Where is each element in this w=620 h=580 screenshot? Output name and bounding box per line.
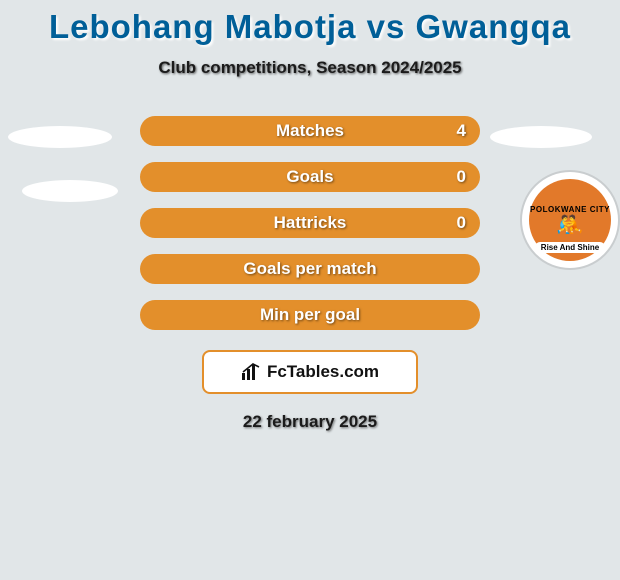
decor-ellipse: [490, 126, 592, 148]
stat-row-goals-per-match: Goals per match: [140, 254, 480, 284]
stat-right-value: 4: [446, 121, 466, 141]
stat-label: Hattricks: [274, 213, 347, 233]
club-badge: POLOKWANE CITY 🤼 Rise And Shine: [520, 170, 620, 270]
stat-label: Goals per match: [243, 259, 376, 279]
page-title: Lebohang Mabotja vs Gwangqa: [0, 0, 620, 46]
decor-ellipse: [22, 180, 118, 202]
stat-row-min-per-goal: Min per goal: [140, 300, 480, 330]
decor-ellipse: [8, 126, 112, 148]
badge-glyph-icon: 🤼: [556, 214, 583, 236]
stat-label: Goals: [286, 167, 333, 187]
stat-label: Min per goal: [260, 305, 360, 325]
stat-row-hattricks: Hattricks 0: [140, 208, 480, 238]
stat-right-value: 0: [446, 167, 466, 187]
club-badge-inner: POLOKWANE CITY 🤼 Rise And Shine: [529, 179, 611, 261]
attribution-text: FcTables.com: [267, 362, 379, 382]
stat-row-matches: Matches 4: [140, 116, 480, 146]
stat-label: Matches: [276, 121, 344, 141]
page-subtitle: Club competitions, Season 2024/2025: [0, 58, 620, 78]
date-text: 22 february 2025: [0, 412, 620, 432]
stat-row-goals: Goals 0: [140, 162, 480, 192]
badge-bottom-text: Rise And Shine: [535, 242, 605, 253]
attribution-box: FcTables.com: [202, 350, 418, 394]
stat-right-value: 0: [446, 213, 466, 233]
bar-chart-icon: [241, 363, 263, 381]
